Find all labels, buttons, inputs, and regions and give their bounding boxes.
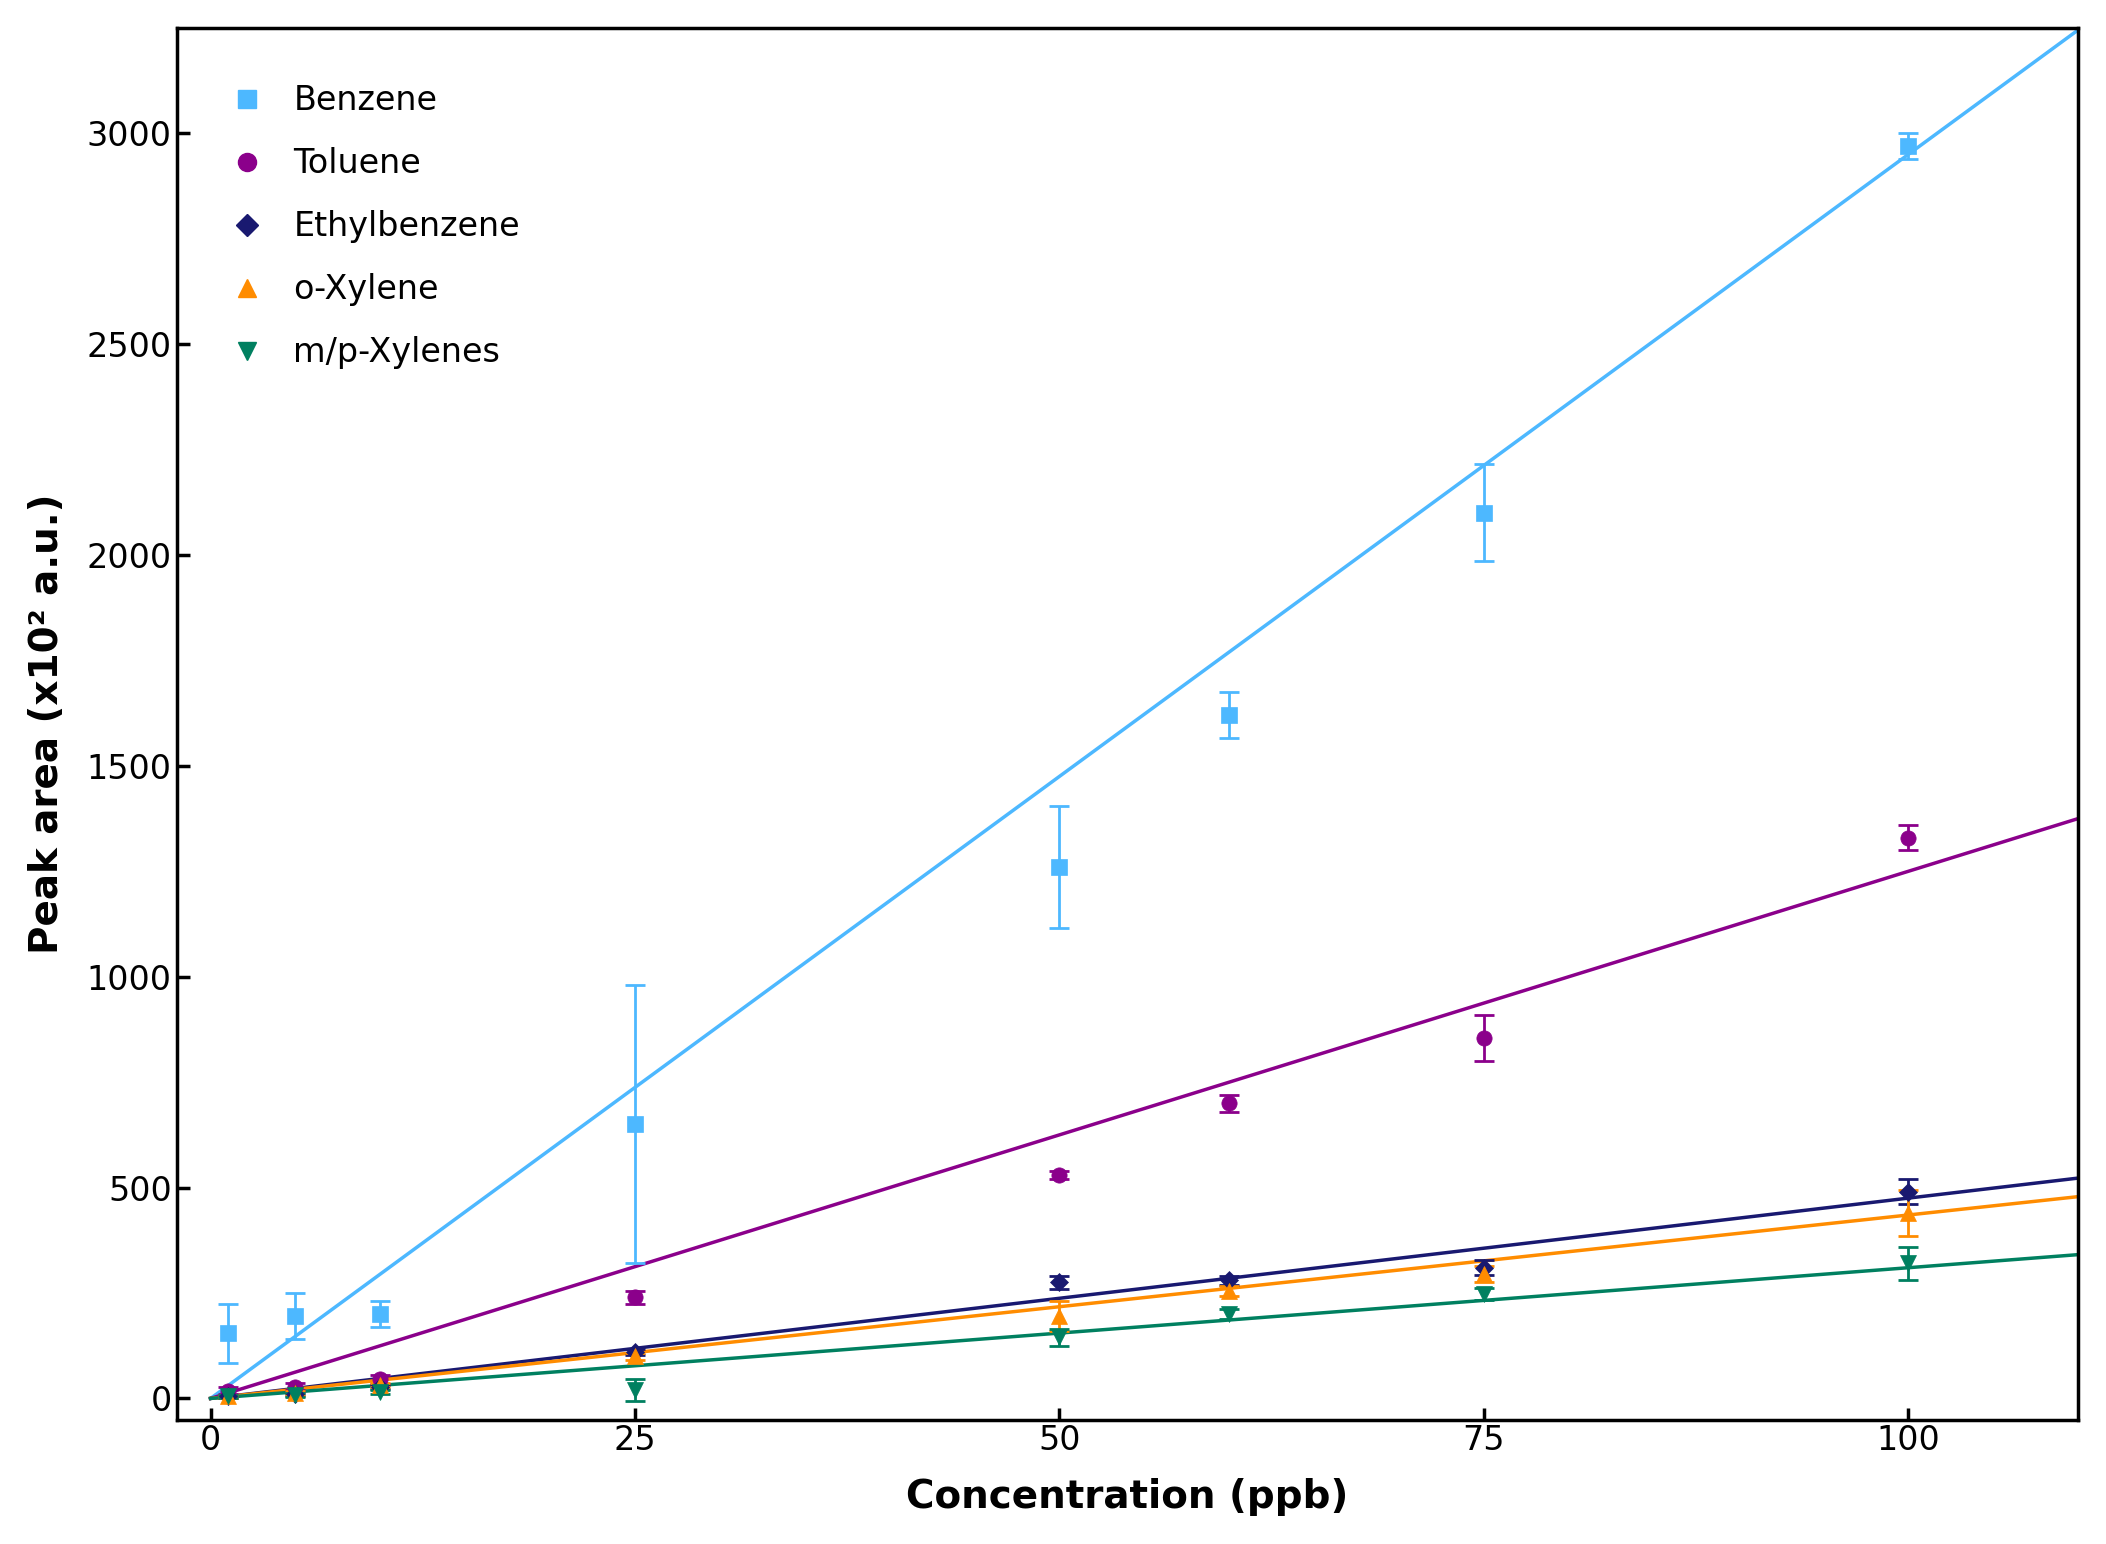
X-axis label: Concentration (ppb): Concentration (ppb) [906,1478,1348,1516]
Legend: Benzene, Toluene, Ethylbenzene, o-Xylene, m/p-Xylenes: Benzene, Toluene, Ethylbenzene, o-Xylene… [194,45,560,409]
Y-axis label: Peak area (x10² a.u.): Peak area (x10² a.u.) [27,494,65,954]
